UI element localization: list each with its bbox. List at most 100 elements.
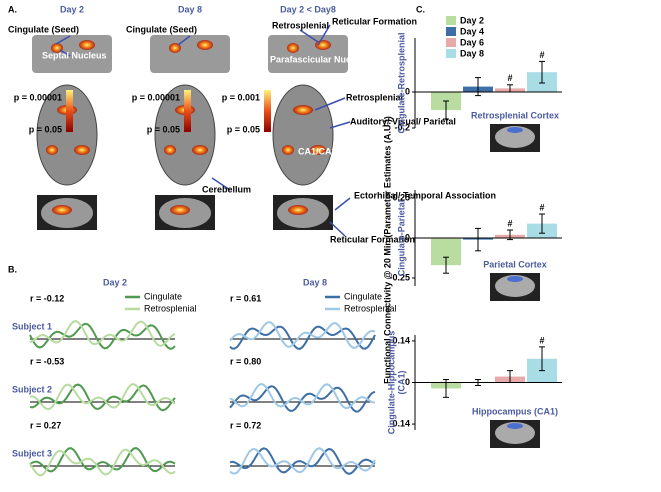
label: Subject 3: [12, 448, 52, 458]
label: #: [539, 202, 544, 212]
label: Retrosplenial: [344, 303, 397, 313]
label: Day 2: [60, 4, 84, 14]
trace: [29, 383, 176, 412]
label: Ectorhinal/ Temporal Association: [354, 190, 496, 200]
label: p = 0.05: [227, 124, 260, 134]
activation: [282, 145, 294, 155]
p-scale: [184, 90, 191, 132]
label: p = 0.05: [147, 124, 180, 134]
axial-image: [272, 84, 334, 186]
label: 0: [405, 232, 410, 242]
pointer-arrow: [177, 35, 191, 46]
label: Reticular Formation: [332, 16, 417, 26]
label: C.: [416, 4, 425, 14]
label: Cerebellum: [202, 184, 251, 194]
legend-swatch: [446, 27, 456, 36]
label: #: [539, 335, 544, 345]
thumb-roi: [507, 127, 523, 133]
activation: [288, 205, 308, 215]
label: Retrosplenial: [346, 92, 403, 102]
label: Reticular Formation: [330, 234, 415, 244]
label: Day 2: [103, 277, 127, 287]
pointer-arrow: [329, 121, 351, 129]
activation: [79, 40, 95, 50]
y-axis-label: Functional Connectivity @ 20 Min (Parame…: [382, 116, 392, 384]
label: Hippocampus (CA1): [472, 406, 558, 416]
activation: [197, 40, 213, 50]
chart-y-label: Cingulate-Hippocampus: [386, 331, 396, 435]
activation: [169, 43, 181, 53]
label: -0.2: [394, 122, 410, 132]
legend-swatch: [446, 38, 456, 47]
label: Subject 2: [12, 384, 52, 394]
label: Retrosplenial: [144, 303, 197, 313]
activation: [170, 205, 190, 215]
label: Day 2 < Day8: [280, 4, 336, 14]
label: Cingulate: [144, 291, 182, 301]
trace: [29, 320, 176, 347]
label: #: [507, 73, 512, 83]
activation: [192, 145, 208, 155]
pointer-arrow: [55, 35, 71, 45]
label: Retrosplenial Cortex: [471, 110, 559, 120]
trace: [29, 322, 176, 350]
pointer-arrow: [59, 49, 71, 57]
trace: [29, 448, 176, 477]
label: Day 8: [178, 4, 202, 14]
trace: [229, 382, 376, 410]
label: A.: [8, 4, 17, 14]
activation: [52, 205, 72, 215]
activation: [287, 43, 299, 53]
label: Day 4: [460, 26, 484, 36]
label: r = 0.80: [230, 356, 261, 366]
legend-swatch: [446, 49, 456, 58]
label: Parietal Cortex: [483, 259, 547, 269]
axial-image: [154, 84, 216, 186]
label: r = 0.61: [230, 293, 261, 303]
label: -0.14: [389, 418, 410, 428]
chart-y-label: Cingulate-Parietal: [396, 200, 406, 277]
thumb-brain: [495, 422, 535, 444]
label: p = 0.00001: [14, 92, 62, 102]
label: 0.25: [392, 192, 410, 202]
thumb-brain: [495, 126, 535, 148]
label: p = 0.001: [222, 92, 260, 102]
activation: [74, 145, 90, 155]
label: Subject 1: [12, 321, 52, 331]
pointer-arrow: [299, 29, 319, 43]
trace: [229, 447, 376, 475]
trace: [229, 325, 376, 350]
label: Cingulate (Seed): [8, 24, 79, 34]
label: p = 0.05: [29, 124, 62, 134]
label: Retrosplenial: [272, 20, 329, 30]
label: #: [539, 50, 544, 60]
label: CA1/CA3: [298, 146, 337, 156]
activation: [310, 145, 326, 155]
label: 0.14: [392, 335, 410, 345]
label: Day 6: [460, 37, 484, 47]
chart-y-label: (CA1): [396, 370, 406, 394]
pointer-arrow: [211, 177, 231, 191]
label: 0: [405, 377, 410, 387]
label: Cingulate (Seed): [126, 24, 197, 34]
p-scale: [66, 90, 73, 132]
brain-images: [32, 24, 351, 237]
label: Day 2: [460, 15, 484, 25]
label: r = 0.27: [30, 420, 61, 430]
label: Day 8: [303, 277, 327, 287]
label: p = 0.00001: [132, 92, 180, 102]
label: r = -0.12: [30, 293, 64, 303]
thumb-roi: [507, 276, 523, 282]
trace: [29, 383, 176, 410]
label: B.: [8, 264, 17, 274]
trace: [229, 320, 376, 349]
trace: [29, 447, 176, 473]
label: -0.25: [389, 272, 410, 282]
thumb-roi: [507, 423, 523, 429]
label: Parafascicular Nucleus: [270, 54, 369, 64]
sagittal-image: [150, 35, 230, 73]
activation: [164, 145, 176, 155]
trace: [229, 447, 376, 475]
activation: [46, 145, 58, 155]
trace: [229, 385, 376, 413]
